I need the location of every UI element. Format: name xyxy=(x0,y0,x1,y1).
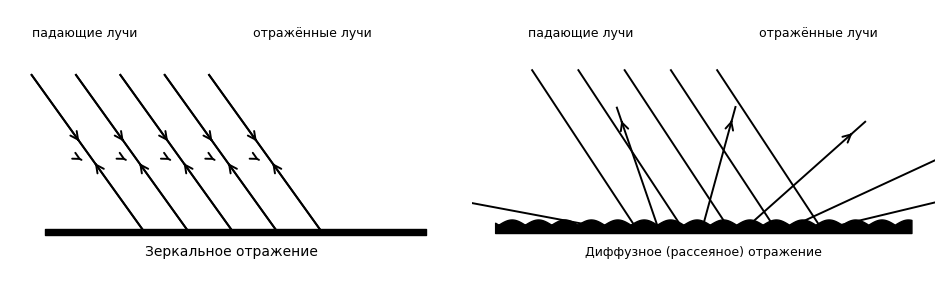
Text: Зеркальное отражение: Зеркальное отражение xyxy=(144,245,318,259)
Text: падающие лучи: падающие лучи xyxy=(32,27,137,40)
Text: отражённые лучи: отражённые лучи xyxy=(253,27,372,40)
Text: Диффузное (рассеяное) отражение: Диффузное (рассеяное) отражение xyxy=(585,246,821,259)
Text: отражённые лучи: отражённые лучи xyxy=(759,27,878,40)
Text: падающие лучи: падающие лучи xyxy=(528,27,632,40)
